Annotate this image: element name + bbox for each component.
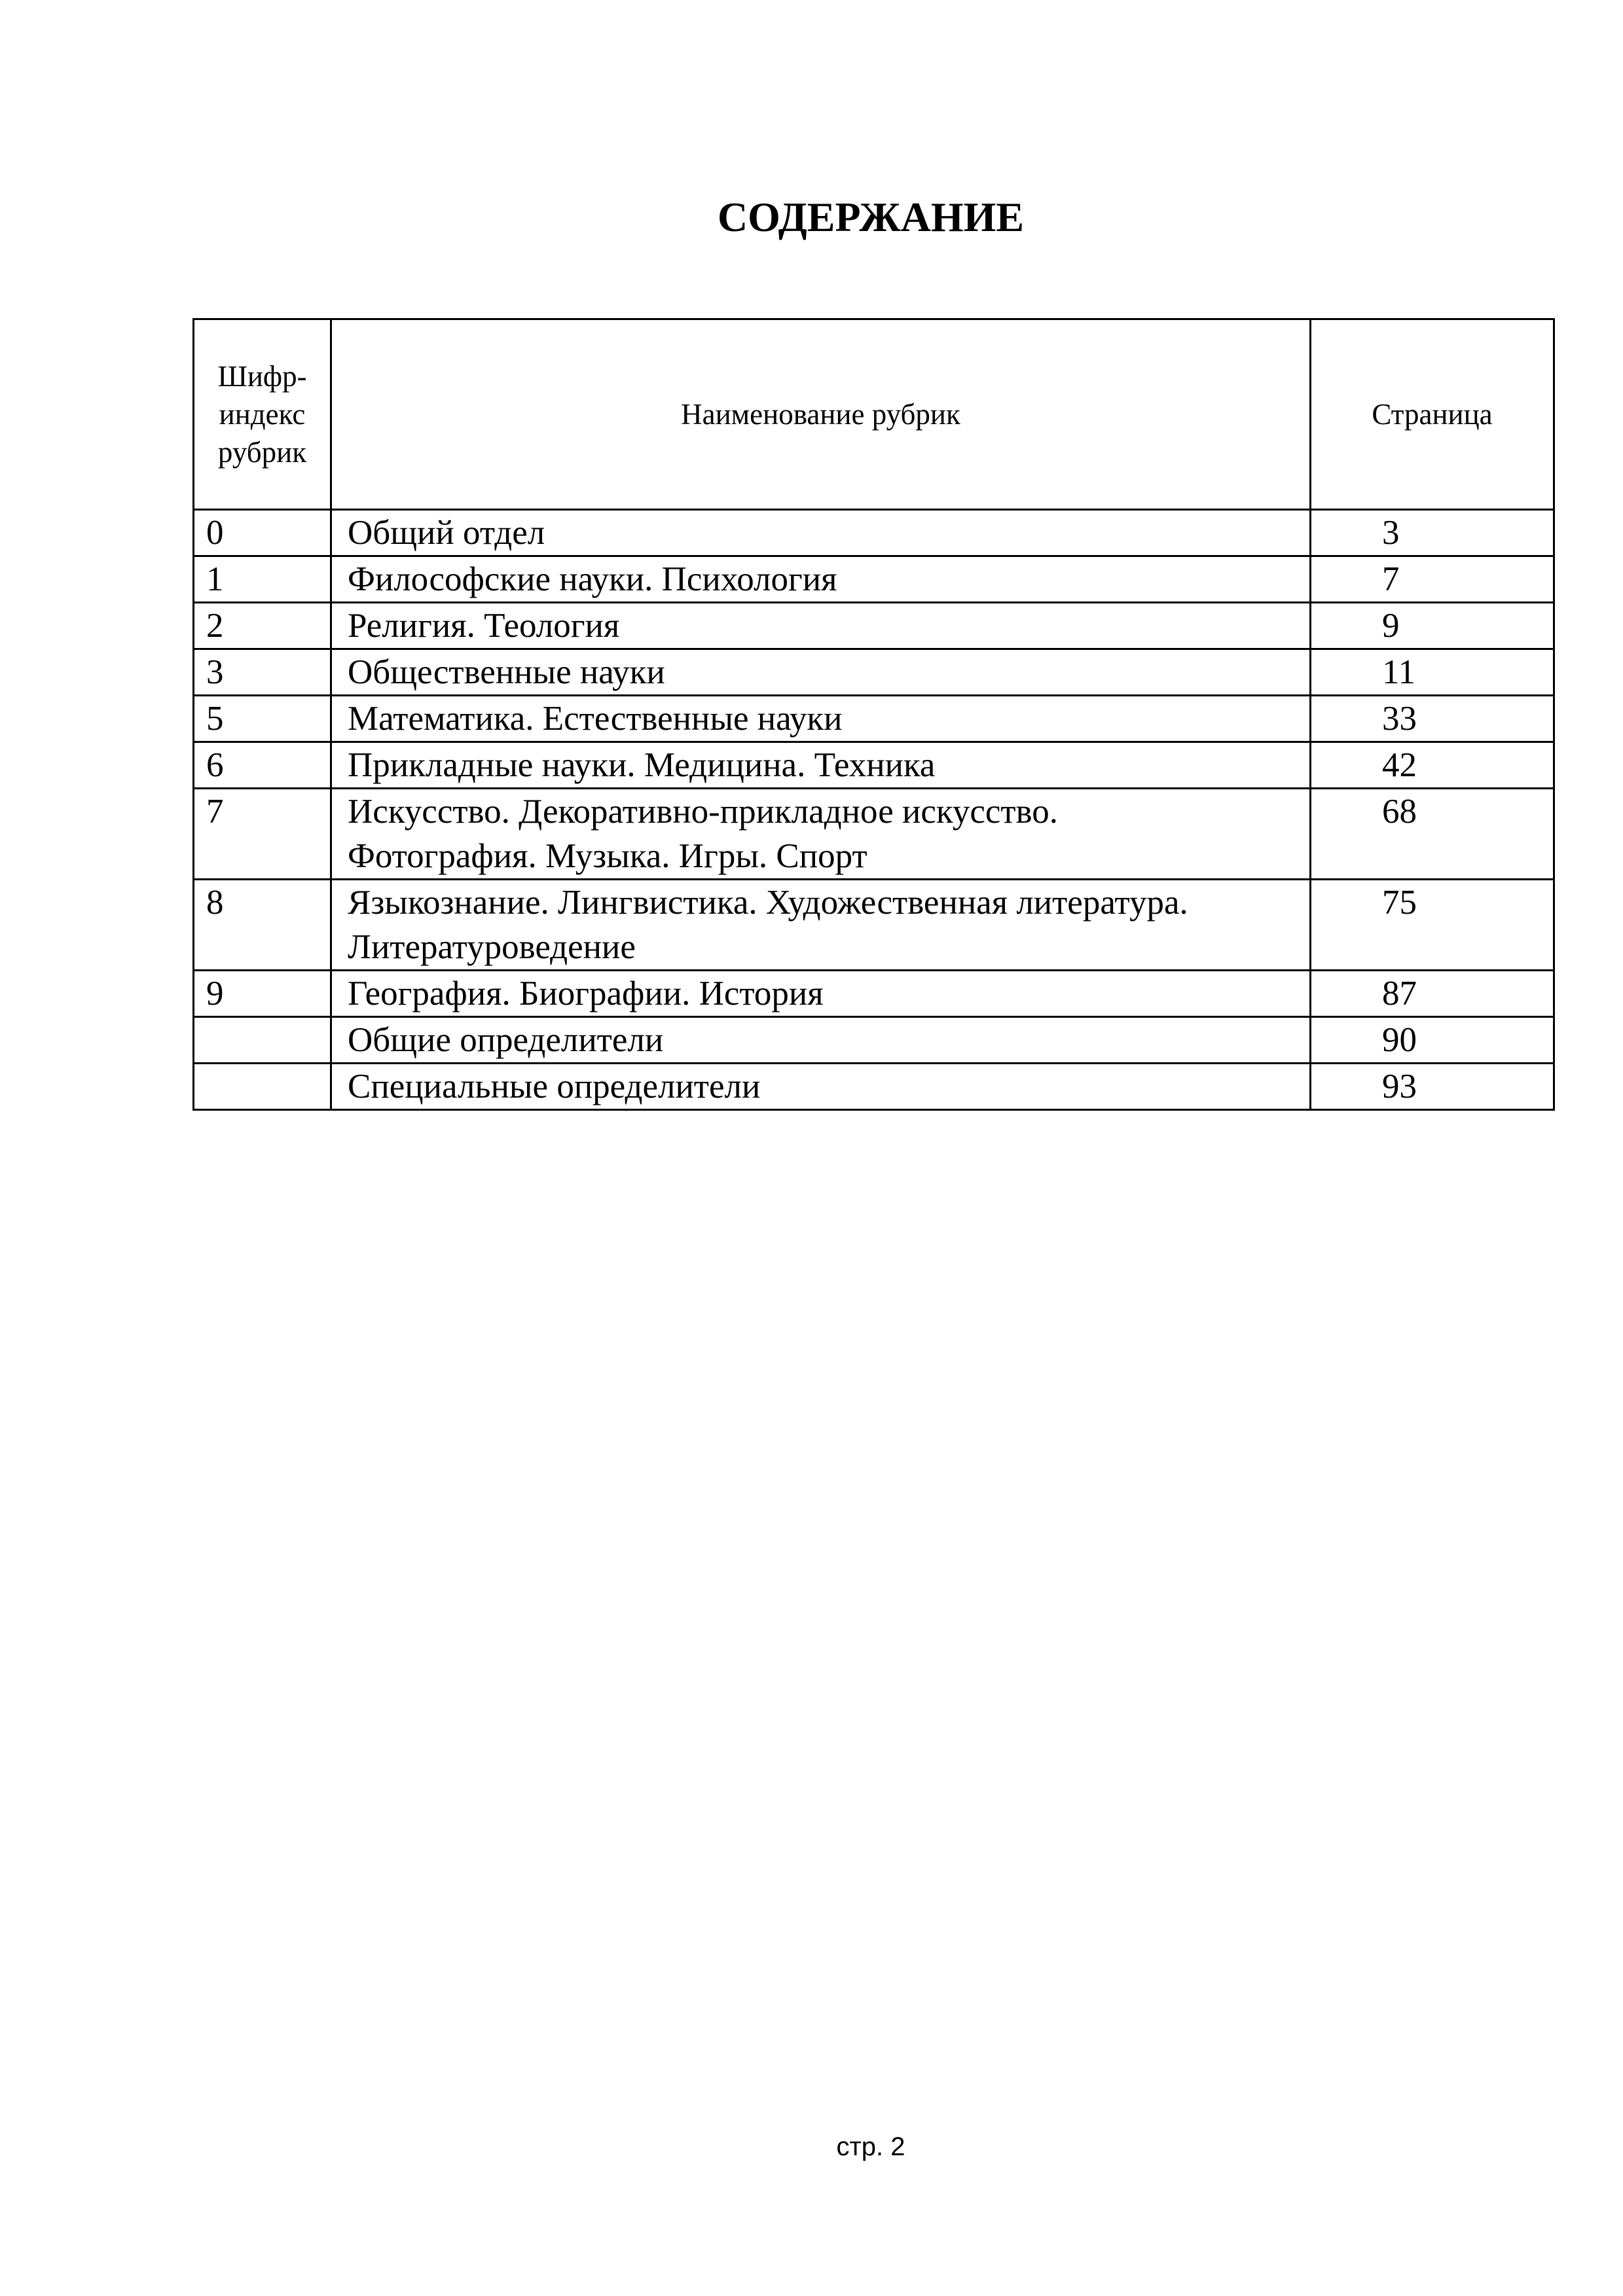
contents-table: Шифр-индекс рубрик Наименование рубрик С… <box>192 318 1555 1111</box>
rubric-index: 1 <box>192 555 332 603</box>
rubric-page: 11 <box>1309 648 1555 696</box>
rubric-name: Прикладные науки. Медицина. Техника <box>330 741 1311 789</box>
rubric-name: Общий отдел <box>330 509 1311 557</box>
rubric-name-line: Специальные определители <box>348 1067 761 1105</box>
rubric-index: 0 <box>192 509 332 557</box>
rubric-name-line: Религия. Теология <box>348 607 620 645</box>
rubric-name-line: Общие определители <box>348 1021 664 1059</box>
rubric-index: 6 <box>192 741 332 789</box>
table-row: 9 География. Биографии. История 87 <box>192 969 1555 1018</box>
rubric-name: Языкознание. Лингвистика. Художественная… <box>330 878 1311 971</box>
rubric-page: 7 <box>1309 555 1555 603</box>
rubric-name-line: Прикладные науки. Медицина. Техника <box>348 746 936 784</box>
rubric-name: География. Биографии. История <box>330 969 1311 1018</box>
table-row: 5 Математика. Естественные науки 33 <box>192 694 1555 743</box>
rubric-index: 3 <box>192 648 332 696</box>
rubric-page: 9 <box>1309 601 1555 650</box>
rubric-page: 33 <box>1309 694 1555 743</box>
rubric-page: 42 <box>1309 741 1555 789</box>
rubric-index: 8 <box>192 878 332 971</box>
table-row: Специальные определители 93 <box>192 1062 1555 1111</box>
rubric-name-line: Общественные науки <box>348 653 665 691</box>
rubric-name: Общие определители <box>330 1016 1311 1064</box>
rubric-index: 9 <box>192 969 332 1018</box>
rubric-page: 68 <box>1309 787 1555 880</box>
rubric-page: 87 <box>1309 969 1555 1018</box>
rubric-index: 5 <box>192 694 332 743</box>
rubric-name-line: Искусство. Декоративно-прикладное искусс… <box>348 793 1058 831</box>
table-row: 7 Искусство. Декоративно-прикладное искус… <box>192 787 1555 880</box>
rubric-index <box>192 1062 332 1111</box>
rubric-name-line: Фотография. Музыка. Игры. Спорт <box>348 837 867 875</box>
page-title: СОДЕРЖАНИЕ <box>717 194 1025 240</box>
rubric-page: 90 <box>1309 1016 1555 1064</box>
table-row: 1 Философские науки. Психология 7 <box>192 555 1555 603</box>
table-row: Общие определители 90 <box>192 1016 1555 1064</box>
table-row: 2 Религия. Теология 9 <box>192 601 1555 650</box>
table-row: 0 Общий отдел 3 <box>192 509 1555 557</box>
rubric-name-line: Математика. Естественные науки <box>348 700 843 738</box>
rubric-name-line: Философские науки. Психология <box>348 560 837 598</box>
rubric-name: Религия. Теология <box>330 601 1311 650</box>
rubric-name: Искусство. Декоративно-прикладное искусс… <box>330 787 1311 880</box>
table-row: 3 Общественные науки 11 <box>192 648 1555 696</box>
table-header-row: Шифр-индекс рубрик Наименование рубрик С… <box>192 318 1555 511</box>
rubric-name-line: Литературоведение <box>348 928 636 966</box>
header-page: Страница <box>1309 318 1555 511</box>
header-name: Наименование рубрик <box>330 318 1311 511</box>
page-number: стр. 2 <box>836 2132 905 2161</box>
header-index: Шифр-индекс рубрик <box>192 318 332 511</box>
rubric-name-line: Языкознание. Лингвистика. Художественная… <box>348 884 1188 922</box>
table-row: 6 Прикладные науки. Медицина. Техника 42 <box>192 741 1555 789</box>
rubric-page: 3 <box>1309 509 1555 557</box>
rubric-index: 2 <box>192 601 332 650</box>
rubric-name: Математика. Естественные науки <box>330 694 1311 743</box>
rubric-index <box>192 1016 332 1064</box>
rubric-page: 75 <box>1309 878 1555 971</box>
rubric-name: Философские науки. Психология <box>330 555 1311 603</box>
rubric-name: Общественные науки <box>330 648 1311 696</box>
rubric-name-line: Общий отдел <box>348 514 545 552</box>
rubric-name: Специальные определители <box>330 1062 1311 1111</box>
rubric-index: 7 <box>192 787 332 880</box>
table-row: 8 Языкознание. Лингвистика. Художественна… <box>192 878 1555 971</box>
rubric-name-line: География. Биографии. История <box>348 975 824 1013</box>
rubric-page: 93 <box>1309 1062 1555 1111</box>
